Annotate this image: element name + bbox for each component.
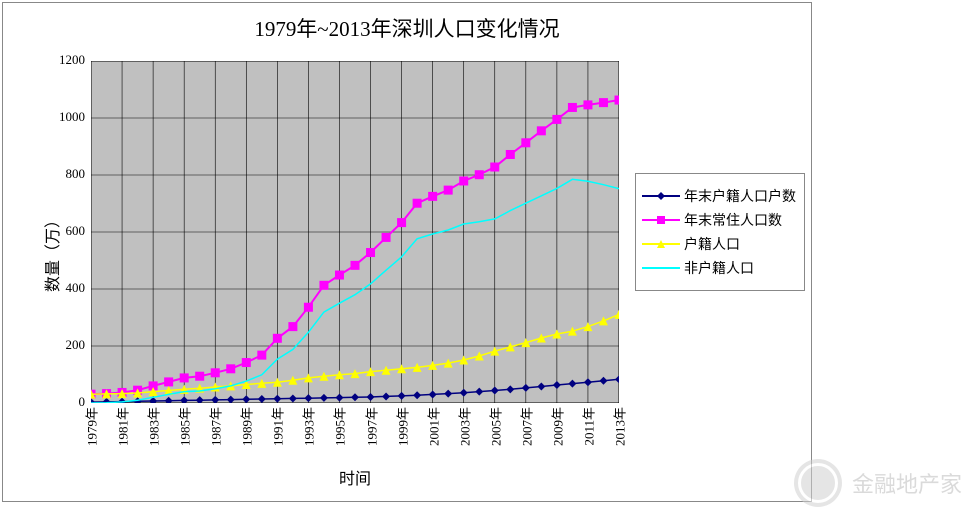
x-tick-label: 1989年 [237,407,256,446]
chart-svg [91,61,619,403]
legend-swatch [642,237,680,251]
watermark-text: 金融地产家 [852,467,962,499]
y-tick-label: 800 [66,166,86,182]
x-tick-label: 1993年 [299,407,318,446]
x-tick-label: 1983年 [144,407,163,446]
y-axis-label: 数量（万） [39,212,63,292]
plot-area: 0200400600800100012001979年1981年1983年1985… [91,61,619,403]
watermark: 金融地产家 [794,459,962,507]
legend-label: 非户籍人口 [684,258,754,278]
x-tick-label: 2007年 [516,407,535,446]
legend-swatch [642,261,680,275]
legend-label: 年末常住人口数 [684,210,782,230]
x-tick-label: 2009年 [547,407,566,446]
x-tick-label: 2013年 [610,407,629,446]
x-tick-label: 1999年 [392,407,411,446]
x-tick-label: 2003年 [454,407,473,446]
y-tick-label: 1200 [59,52,85,68]
legend: 年末户籍人口户数年末常住人口数户籍人口非户籍人口 [635,173,805,291]
x-tick-label: 1985年 [175,407,194,446]
y-tick-label: 200 [66,337,86,353]
y-tick-label: 1000 [59,109,85,125]
x-tick-label: 1987年 [206,407,225,446]
x-tick-label: 1997年 [361,407,380,446]
x-tick-label: 1981年 [113,407,132,446]
x-tick-label: 2005年 [485,407,504,446]
legend-swatch [642,189,680,203]
x-tick-label: 2011年 [578,407,597,446]
legend-item: 年末户籍人口户数 [642,186,798,206]
legend-item: 户籍人口 [642,234,798,254]
x-tick-label: 1979年 [82,407,101,446]
y-tick-label: 400 [66,280,86,296]
chart-title: 1979年~2013年深圳人口变化情况 [3,3,811,43]
x-tick-label: 1995年 [330,407,349,446]
chart-box: 1979年~2013年深圳人口变化情况 数量（万） 02004006008001… [2,2,812,502]
x-axis-label: 时间 [91,465,619,489]
legend-item: 非户籍人口 [642,258,798,278]
y-tick-label: 600 [66,223,86,239]
legend-swatch [642,213,680,227]
chart-container: 1979年~2013年深圳人口变化情况 数量（万） 02004006008001… [0,0,972,517]
watermark-icon [794,459,842,507]
legend-label: 户籍人口 [684,234,740,254]
x-tick-label: 1991年 [268,407,287,446]
legend-label: 年末户籍人口户数 [684,186,796,206]
legend-item: 年末常住人口数 [642,210,798,230]
x-tick-label: 2001年 [423,407,442,446]
